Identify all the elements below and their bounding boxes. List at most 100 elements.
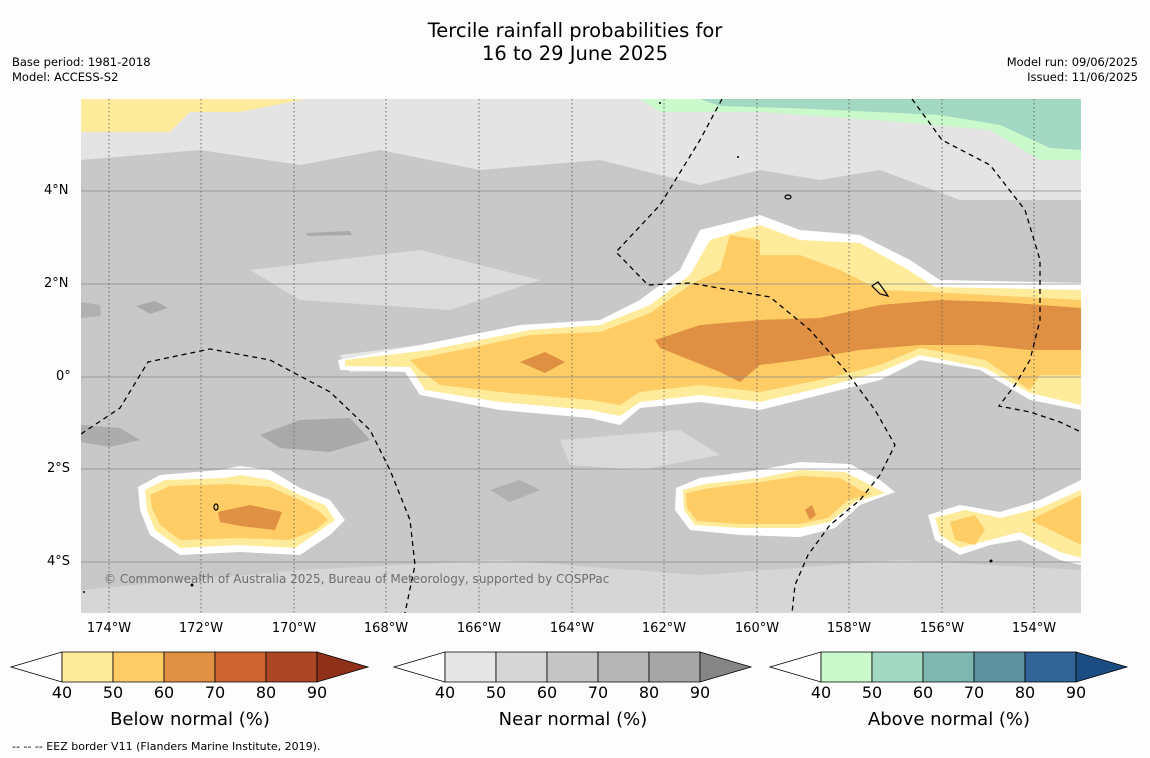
- colorbar-segment: [546, 651, 599, 683]
- model-name: Model: ACCESS-S2: [12, 70, 119, 84]
- below-normal-70-region: [218, 505, 282, 530]
- near-normal-40-region: [81, 99, 1081, 200]
- colorbar-tick: 40: [810, 683, 832, 702]
- above-normal-ticks: 40 50 60 70 80 90: [769, 683, 1129, 703]
- x-tick-label: 166°W: [456, 621, 502, 636]
- x-tick-label: 172°W: [178, 621, 224, 636]
- colorbar-segment: [61, 651, 114, 683]
- below-normal-title: Below normal (%): [110, 709, 270, 730]
- y-tick-label: 2°N: [44, 276, 69, 291]
- near-normal-70-region: [81, 425, 140, 447]
- colorbar-segments: [10, 651, 370, 683]
- colorbar-tick: 60: [153, 683, 175, 702]
- island: [213, 503, 219, 511]
- x-tick-label: 168°W: [363, 621, 409, 636]
- above-normal-colorbar: [769, 651, 1129, 683]
- colorbar-segment: [1075, 651, 1129, 683]
- colorbar-tick: 90: [689, 683, 711, 702]
- x-tick-label: 160°W: [734, 621, 780, 636]
- colorbar-segment: [597, 651, 650, 683]
- x-tick-label: 156°W: [919, 621, 965, 636]
- meta-right: Model run: 09/06/2025 Issued: 11/06/2025: [1007, 55, 1138, 85]
- near-normal-40-region: [250, 250, 540, 310]
- colorbar-segments: [769, 651, 1129, 683]
- above-normal-60-region: [700, 99, 1081, 150]
- colorbar-segment: [871, 651, 924, 683]
- colorbar-segment: [265, 651, 318, 683]
- colorbar-segment: [112, 651, 165, 683]
- colorbar-tick: 70: [204, 683, 226, 702]
- colorbar-segment: [163, 651, 216, 683]
- meta-left: Base period: 1981-2018 Model: ACCESS-S2: [12, 55, 151, 85]
- near-normal-40-region: [81, 560, 1081, 613]
- colorbar-segment: [495, 651, 548, 683]
- copyright-notice: © Commonwealth of Australia 2025, Bureau…: [104, 572, 610, 586]
- y-tick-label: 4°N: [44, 183, 69, 198]
- colorbar-tick: 40: [51, 683, 73, 702]
- island: [659, 102, 661, 104]
- colorbar-segment: [769, 651, 822, 683]
- below-normal-60-region: [950, 515, 985, 545]
- above-normal-title: Above normal (%): [867, 709, 1031, 730]
- x-tick-label: 170°W: [271, 621, 317, 636]
- probability-map: [81, 99, 1081, 613]
- island: [737, 156, 739, 158]
- below-normal-50-region: [81, 99, 305, 132]
- colorbar-tick: 90: [1065, 683, 1087, 702]
- eez-footnote: -- -- -- EEZ border V11 (Flanders Marine…: [12, 740, 321, 753]
- near-normal-ticks: 40 50 60 70 80 90: [393, 683, 753, 703]
- colorbar-segment: [10, 651, 63, 683]
- island: [190, 583, 194, 587]
- near-normal-70-region: [81, 302, 101, 318]
- colorbar-tick: 80: [1014, 683, 1036, 702]
- near-normal-70-region: [136, 301, 168, 314]
- eez-border: [81, 348, 416, 613]
- colorbar-tick: 50: [861, 683, 883, 702]
- island: [871, 281, 890, 297]
- colorbar-segment: [699, 651, 753, 683]
- model-run: Model run: 09/06/2025: [1006, 55, 1138, 69]
- below-normal-colorbar: [10, 651, 370, 683]
- colorbar-segments: [393, 651, 753, 683]
- eez-border: [911, 99, 1081, 433]
- colorbar-segment: [214, 651, 267, 683]
- near-normal-title: Near normal (%): [498, 709, 648, 730]
- colorbar-tick: 80: [638, 683, 660, 702]
- colorbar-tick: 60: [536, 683, 558, 702]
- map-title: Tercile rainfall probabilities for 16 to…: [0, 19, 1150, 65]
- below-normal-70-region: [520, 352, 565, 373]
- colorbar-tick: 40: [434, 683, 456, 702]
- colorbar-segment: [820, 651, 873, 683]
- near-normal-70-region: [490, 480, 540, 502]
- colorbar-tick: 70: [587, 683, 609, 702]
- colorbar-segment: [393, 651, 446, 683]
- colorbar-segment: [444, 651, 497, 683]
- y-tick-label: 4°S: [47, 554, 71, 569]
- x-tick-label: 154°W: [1011, 621, 1057, 636]
- eez-border: [615, 99, 896, 613]
- near-normal-40-region: [560, 430, 720, 470]
- issued-date: Issued: 11/06/2025: [1027, 70, 1138, 84]
- below-normal-70-region: [655, 300, 1081, 382]
- below-normal-60-region: [686, 476, 872, 524]
- colorbar-tick: 60: [912, 683, 934, 702]
- below-normal-70-region: [805, 505, 816, 520]
- colorbar-segment: [316, 651, 370, 683]
- near-normal-colorbar: [393, 651, 753, 683]
- base-period: Base period: 1981-2018: [12, 55, 151, 69]
- colorbar-tick: 50: [485, 683, 507, 702]
- near-normal-70-region: [306, 231, 352, 236]
- y-tick-label: 0°: [56, 369, 71, 384]
- title-line-1: Tercile rainfall probabilities for: [427, 19, 723, 42]
- x-tick-label: 164°W: [549, 621, 595, 636]
- colorbar-segment: [922, 651, 975, 683]
- island: [83, 591, 85, 593]
- title-line-2: 16 to 29 June 2025: [481, 42, 669, 65]
- below-normal-60-region: [1030, 495, 1081, 545]
- near-normal-70-region: [260, 418, 370, 452]
- below-normal-60-region: [410, 235, 1081, 405]
- colorbar-segment: [973, 651, 1026, 683]
- colorbar-segment: [1024, 651, 1077, 683]
- island: [989, 559, 993, 563]
- colorbar-segment: [648, 651, 701, 683]
